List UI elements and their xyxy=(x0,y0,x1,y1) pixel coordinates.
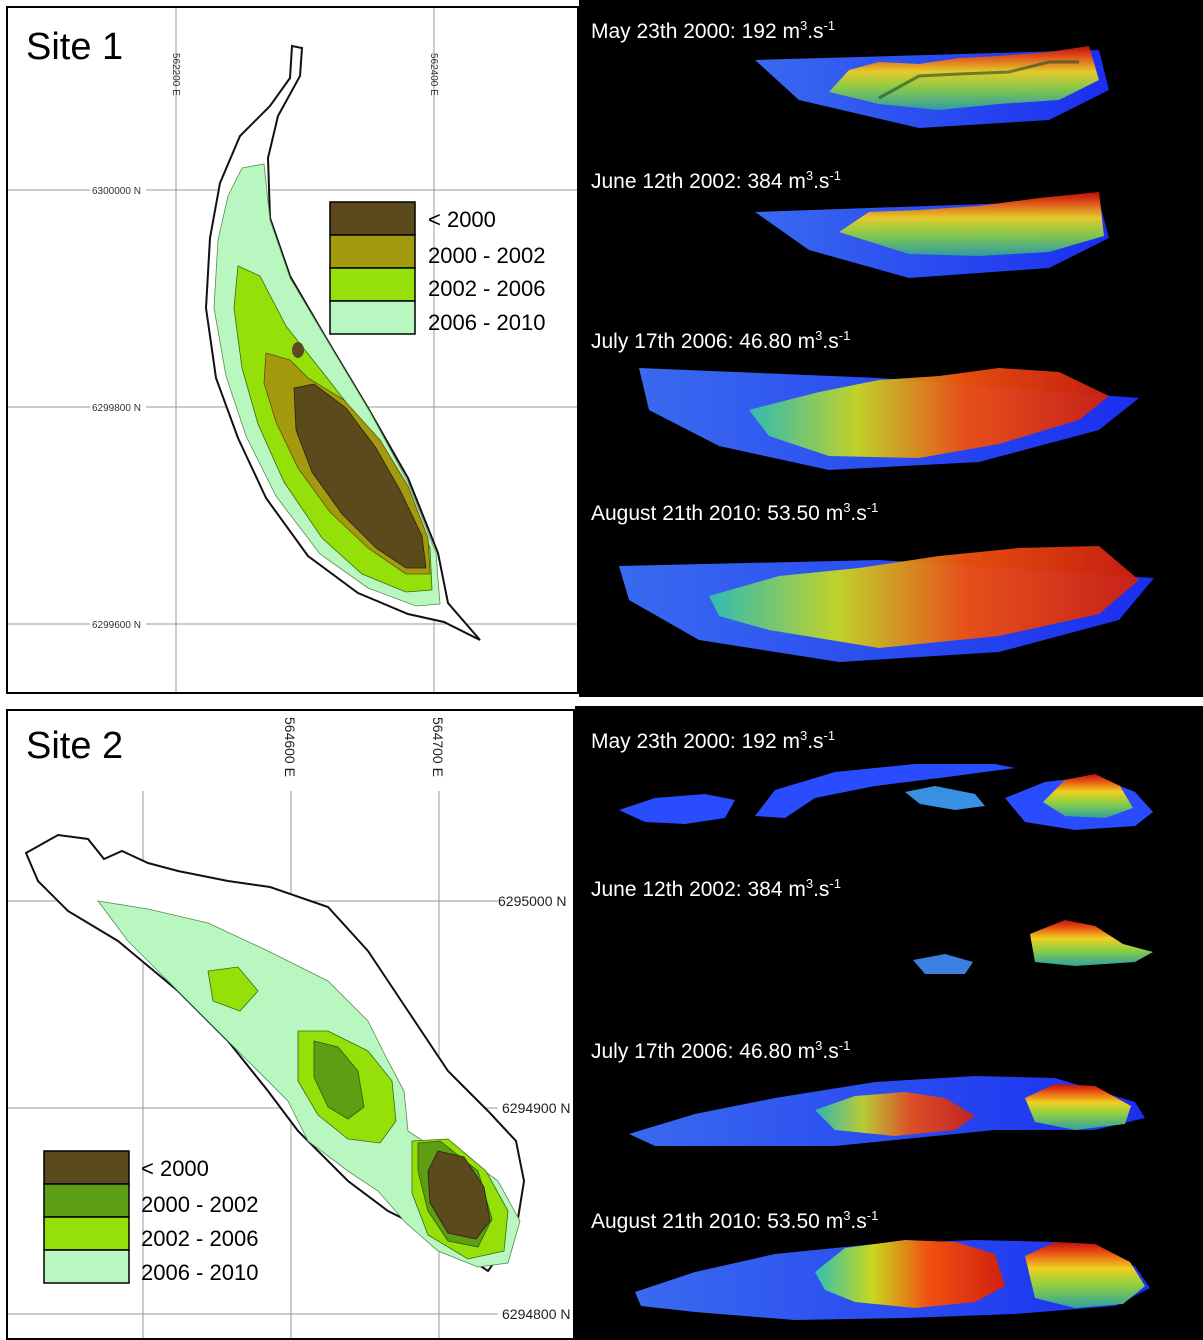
site1-patch xyxy=(270,370,286,382)
legend-swatch-2000-2002 xyxy=(329,234,416,269)
legend-label: 2006 - 2010 xyxy=(428,310,545,335)
site2-map-panel: 564600 E 564700 E 6295000 N 6294900 N 62… xyxy=(6,709,575,1340)
grid-label-e2: 564700 E xyxy=(430,717,446,777)
site1-map: 562200 E 562400 E 6300000 N 6299800 N 62… xyxy=(8,8,577,692)
site2-renders-panel: May 23th 2000: 192 m3.s-1 June 12th 2002… xyxy=(575,706,1203,1340)
legend-label: < 2000 xyxy=(141,1156,209,1181)
site2-zone-pre2000 xyxy=(427,1150,491,1240)
site1-legend: < 2000 2000 - 2002 2002 - 2006 2006 - 20… xyxy=(329,201,545,335)
site1-caption-2002: June 12th 2002: 384 m3.s-1 xyxy=(591,168,841,193)
site1-renders-panel: May 23th 2000: 192 m3.s-1 June 12th 2002… xyxy=(579,0,1203,697)
grid-label-n3: 6294800 N xyxy=(502,1306,571,1322)
legend-swatch-2002-2006 xyxy=(43,1216,130,1251)
legend-swatch-2000-2002 xyxy=(43,1183,130,1218)
site2-caption-2002: June 12th 2002: 384 m3.s-1 xyxy=(591,876,841,901)
site2-map: 564600 E 564700 E 6295000 N 6294900 N 62… xyxy=(8,717,571,1338)
legend-label: 2000 - 2002 xyxy=(428,243,545,268)
legend-swatch-2006-2010 xyxy=(329,300,416,335)
site1-zone-pre2000 xyxy=(293,383,427,569)
legend-swatch-pre2000 xyxy=(329,201,416,236)
legend-label: 2002 - 2006 xyxy=(141,1226,258,1251)
site1-3d-views xyxy=(619,46,1154,662)
site2-view-2002 xyxy=(913,920,1153,974)
grid-label-n2: 6299800 N xyxy=(92,403,141,414)
grid-label-e2: 562400 E xyxy=(428,53,439,96)
site1-view-2000 xyxy=(755,46,1109,128)
grid-label-n3: 6299600 N xyxy=(92,620,141,631)
legend-swatch-2002-2006 xyxy=(329,267,416,302)
legend-swatch-pre2000 xyxy=(43,1150,130,1185)
site2-3d-views xyxy=(619,764,1153,1320)
site2-title: Site 2 xyxy=(26,725,124,767)
legend-label: 2002 - 2006 xyxy=(428,276,545,301)
grid-label-n1: 6295000 N xyxy=(498,893,567,909)
site2-caption-2000: May 23th 2000: 192 m3.s-1 xyxy=(591,728,836,753)
site2-caption-2010: August 21th 2010: 53.50 m3.s-1 xyxy=(591,1208,879,1233)
site2-view-2010 xyxy=(635,1240,1150,1320)
site1-title: Site 1 xyxy=(26,26,124,68)
site1-view-2010 xyxy=(619,546,1154,662)
grid-label-e1: 564600 E xyxy=(282,717,298,777)
site1-caption-2010: August 21th 2010: 53.50 m3.s-1 xyxy=(591,500,879,525)
site2-view-2006 xyxy=(629,1076,1145,1146)
grid-label-n1: 6300000 N xyxy=(92,186,141,197)
site2-legend: < 2000 2000 - 2002 2002 - 2006 2006 - 20… xyxy=(43,1150,258,1285)
legend-swatch-2006-2010 xyxy=(43,1249,130,1284)
grid-label-e1: 562200 E xyxy=(170,53,181,96)
site1-patch xyxy=(292,342,304,358)
site2-caption-2006: July 17th 2006: 46.80 m3.s-1 xyxy=(591,1038,851,1063)
site1-caption-2006: July 17th 2006: 46.80 m3.s-1 xyxy=(591,328,851,353)
legend-label: 2006 - 2010 xyxy=(141,1260,258,1285)
legend-label: < 2000 xyxy=(428,207,496,232)
site1-caption-2000: May 23th 2000: 192 m3.s-1 xyxy=(591,18,836,43)
site2-view-2000 xyxy=(619,764,1153,830)
site1-view-2002 xyxy=(755,192,1109,278)
site1-view-2006 xyxy=(639,368,1139,470)
site1-map-panel: 562200 E 562400 E 6300000 N 6299800 N 62… xyxy=(6,6,579,694)
grid-label-n2: 6294900 N xyxy=(502,1100,571,1116)
legend-label: 2000 - 2002 xyxy=(141,1192,258,1217)
